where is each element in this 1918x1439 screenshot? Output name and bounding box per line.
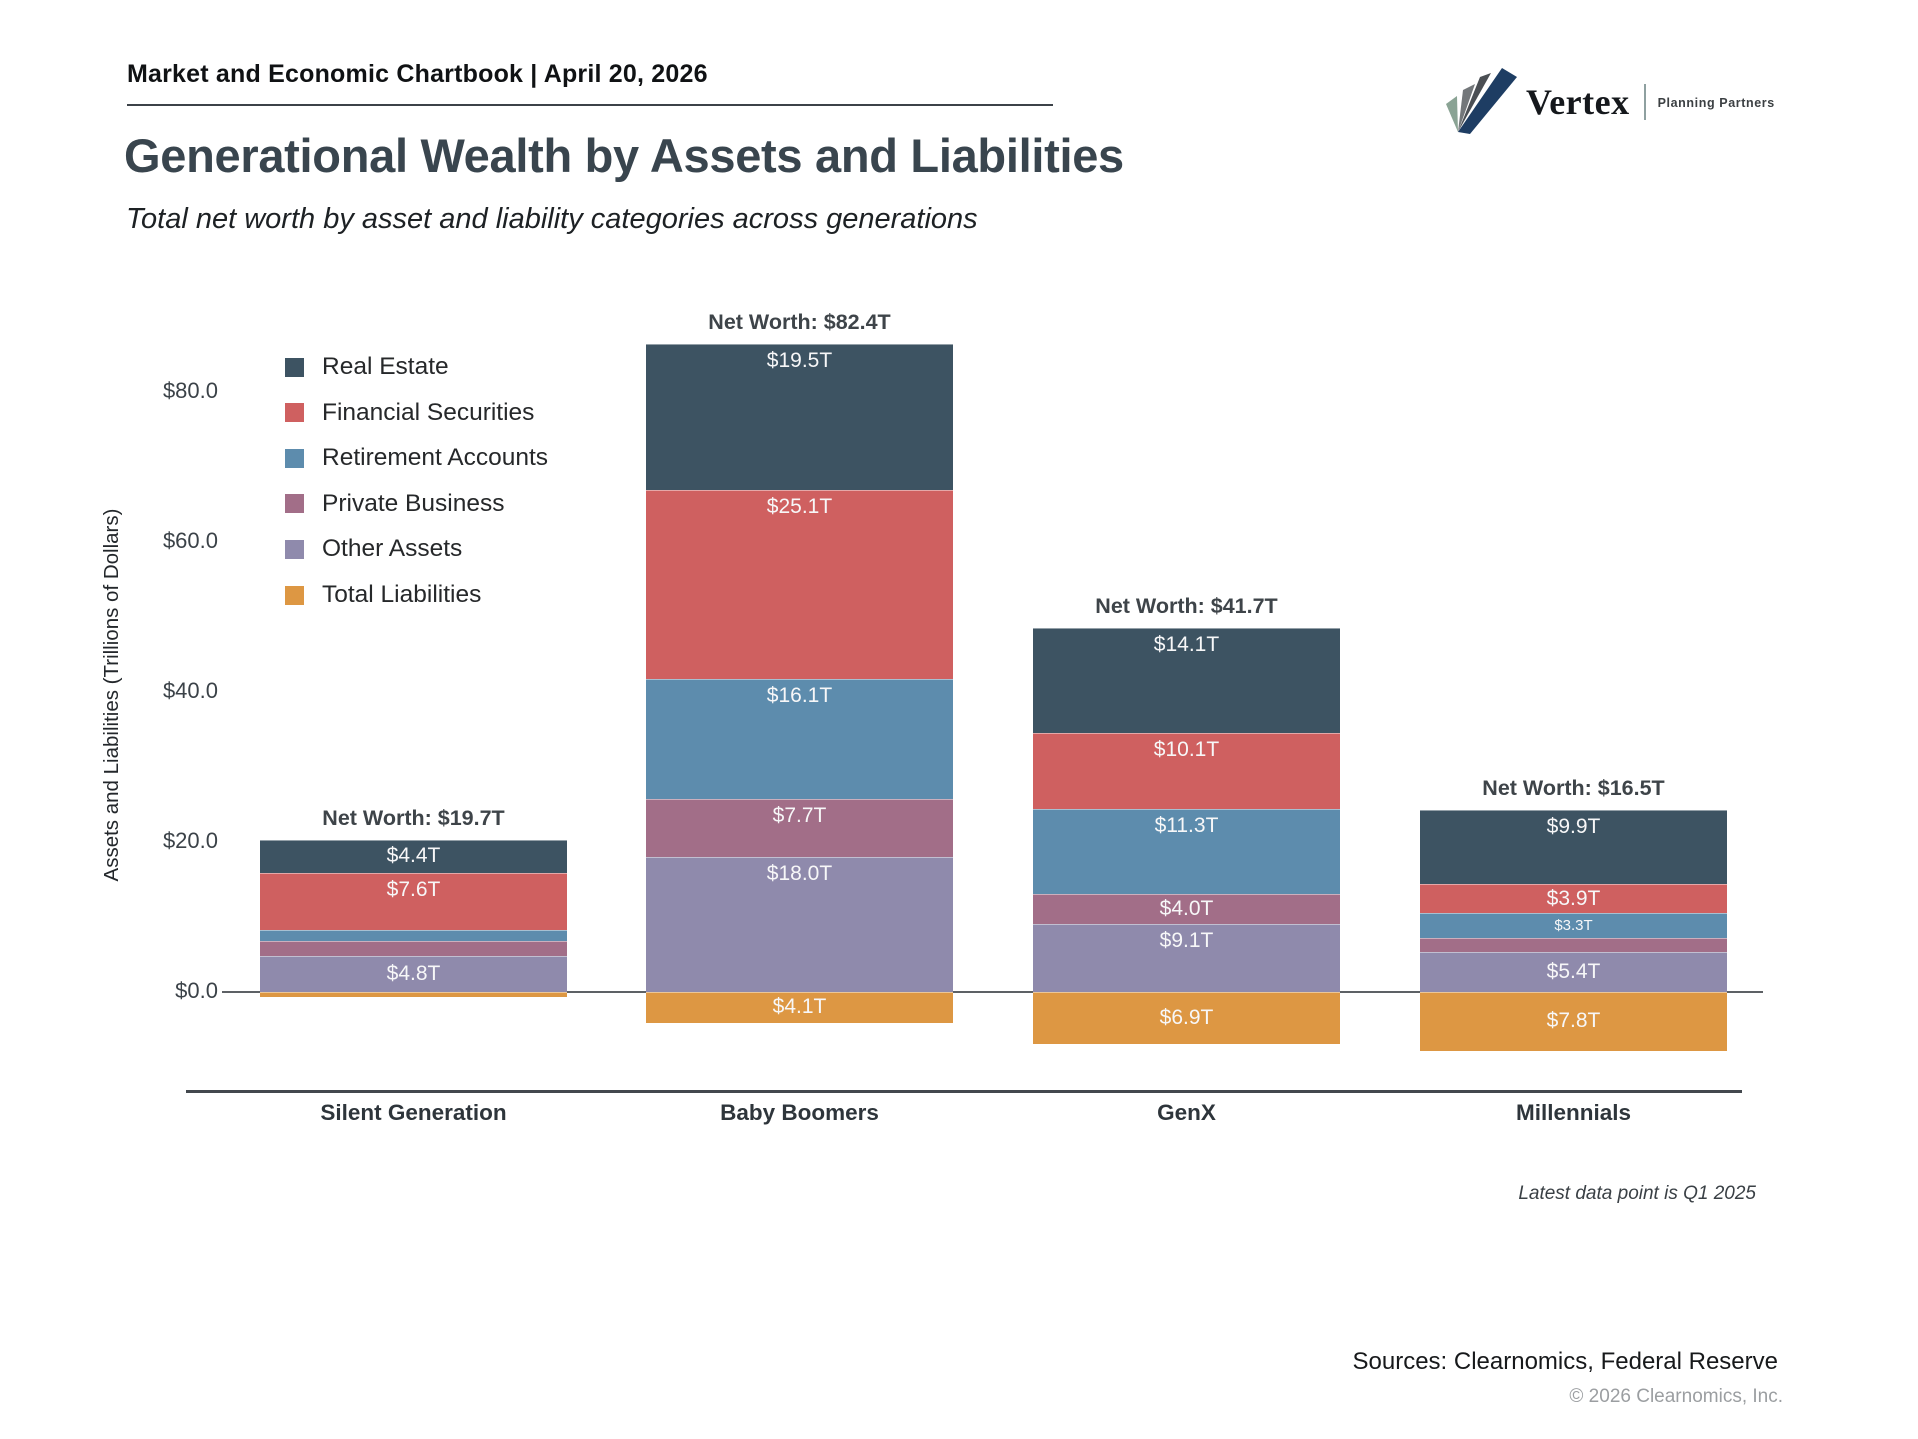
latest-data-note: Latest data point is Q1 2025 <box>1518 1183 1756 1204</box>
bar-segment-real-estate: $9.9T <box>1420 809 1727 884</box>
bar-segment-other-assets: $9.1T <box>1033 923 1340 992</box>
bar-value-label: $14.1T <box>1153 632 1220 656</box>
page-title: Generational Wealth by Assets and Liabil… <box>124 129 1124 182</box>
legend-label: Retirement Accounts <box>322 444 549 472</box>
bar-value-label: $5.4T <box>1546 959 1601 983</box>
bar-segment-private-business: $4.0T <box>1033 893 1340 924</box>
chartbook-header: Market and Economic Chartbook | April 20… <box>127 60 708 88</box>
bar-segment-private-business: $7.7T <box>646 799 953 857</box>
bar-value-label: $16.1T <box>766 683 833 707</box>
category-label: Silent Generation <box>320 1100 507 1125</box>
category-label: Baby Boomers <box>720 1100 879 1125</box>
bar-segment-retirement-accounts <box>260 929 567 941</box>
bar-value-label: $11.3T <box>1154 814 1219 837</box>
bar-value-label: $4.0T <box>1159 896 1214 920</box>
y-tick-label: $20.0 <box>162 828 218 853</box>
y-tick-label: $40.0 <box>162 678 218 703</box>
bar-value-label: $25.1T <box>766 495 833 519</box>
legend-swatch <box>285 357 304 377</box>
bar-segment-total-liabilities: $4.1T <box>646 992 953 1023</box>
legend-label: Total Liabilities <box>322 581 482 608</box>
bar-segment-total-liabilities: $6.9T <box>1033 992 1340 1044</box>
legend-swatch <box>285 494 304 514</box>
legend-label: Other Assets <box>322 535 463 563</box>
legend-swatch <box>285 539 304 559</box>
legend-item: Other Assets <box>285 534 462 564</box>
page-subtitle: Total net worth by asset and liability c… <box>126 203 978 235</box>
bar-segment-retirement-accounts: $16.1T <box>646 678 953 800</box>
legend-swatch <box>285 448 304 468</box>
bar-segment-financial-securities: $3.9T <box>1420 884 1727 914</box>
bar-segment-other-assets: $4.8T <box>260 956 567 992</box>
bar-segment-financial-securities: $7.6T <box>260 872 567 930</box>
bar-segment-total-liabilities: $7.8T <box>1420 992 1727 1051</box>
category-axis-line <box>186 1090 1742 1093</box>
bar-segment-retirement-accounts: $3.3T <box>1420 913 1727 938</box>
legend-label: Real Estate <box>322 353 449 380</box>
legend-swatch <box>285 585 304 605</box>
y-tick-label: $0.0 <box>175 978 218 1003</box>
bar-segment-other-assets: $5.4T <box>1420 951 1727 992</box>
bar-segment-real-estate: $14.1T <box>1033 627 1340 734</box>
legend-label: Financial Securities <box>322 398 535 426</box>
bar-value-label: $4.1T <box>772 995 827 1019</box>
bar-value-label: $3.3T <box>1554 917 1593 935</box>
bar-segment-real-estate: $4.4T <box>260 839 567 873</box>
bar-value-label: $19.5T <box>766 349 833 372</box>
y-tick-label: $80.0 <box>162 378 218 403</box>
legend-item: Real Estate <box>285 352 449 382</box>
net-worth-label: Net Worth: $16.5T <box>1482 775 1665 800</box>
bar-segment-total-liabilities <box>260 992 567 997</box>
sources-text: Sources: Clearnomics, Federal Reserve <box>1352 1348 1779 1375</box>
bar-segment-financial-securities: $25.1T <box>646 490 953 679</box>
header-divider <box>127 104 1053 106</box>
bar-value-label: $7.6T <box>386 877 441 901</box>
bar-value-label: $4.4T <box>386 844 441 868</box>
bar-value-label: $7.7T <box>772 804 827 828</box>
bar-segment-real-estate: $19.5T <box>646 344 953 491</box>
vertex-logo: Vertex Planning Partners <box>1446 62 1806 142</box>
bar-segment-other-assets: $18.0T <box>646 857 953 992</box>
legend-item: Retirement Accounts <box>285 443 548 473</box>
copyright-text: © 2026 Clearnomics, Inc. <box>1569 1386 1783 1407</box>
y-tick-label: $60.0 <box>162 528 218 553</box>
category-label: Millennials <box>1515 1100 1632 1125</box>
logo-divider <box>1643 84 1646 120</box>
bar-segment-retirement-accounts: $11.3T <box>1033 809 1340 894</box>
vertex-logo-brand: Vertex <box>1526 82 1630 122</box>
net-worth-label: Net Worth: $41.7T <box>1095 593 1278 618</box>
bar-value-label: $18.0T <box>766 862 833 885</box>
bar-value-label: $9.9T <box>1546 814 1601 838</box>
bar-segment-private-business <box>260 941 567 956</box>
bar-value-label: $7.8T <box>1546 1009 1601 1033</box>
bar-segment-financial-securities: $10.1T <box>1033 733 1340 809</box>
legend-label: Private Business <box>322 489 505 517</box>
legend-item: Total Liabilities <box>285 580 481 610</box>
bar-segment-private-business <box>1420 938 1727 952</box>
bar-value-label: $4.8T <box>386 962 441 985</box>
net-worth-label: Net Worth: $19.7T <box>322 805 505 830</box>
bar-value-label: $3.9T <box>1546 886 1601 910</box>
net-worth-label: Net Worth: $82.4T <box>708 310 891 334</box>
bar-value-label: $6.9T <box>1159 1005 1214 1029</box>
legend-item: Private Business <box>285 489 504 519</box>
vertex-logo-tagline: Planning Partners <box>1657 96 1775 110</box>
category-label: GenX <box>1157 1100 1216 1125</box>
zero-axis-line <box>222 991 1763 993</box>
vertex-logo-icon <box>1446 68 1517 134</box>
legend-item: Financial Securities <box>285 398 534 428</box>
bar-value-label: $10.1T <box>1153 738 1220 762</box>
legend-swatch <box>285 403 304 423</box>
bar-value-label: $9.1T <box>1159 928 1214 952</box>
